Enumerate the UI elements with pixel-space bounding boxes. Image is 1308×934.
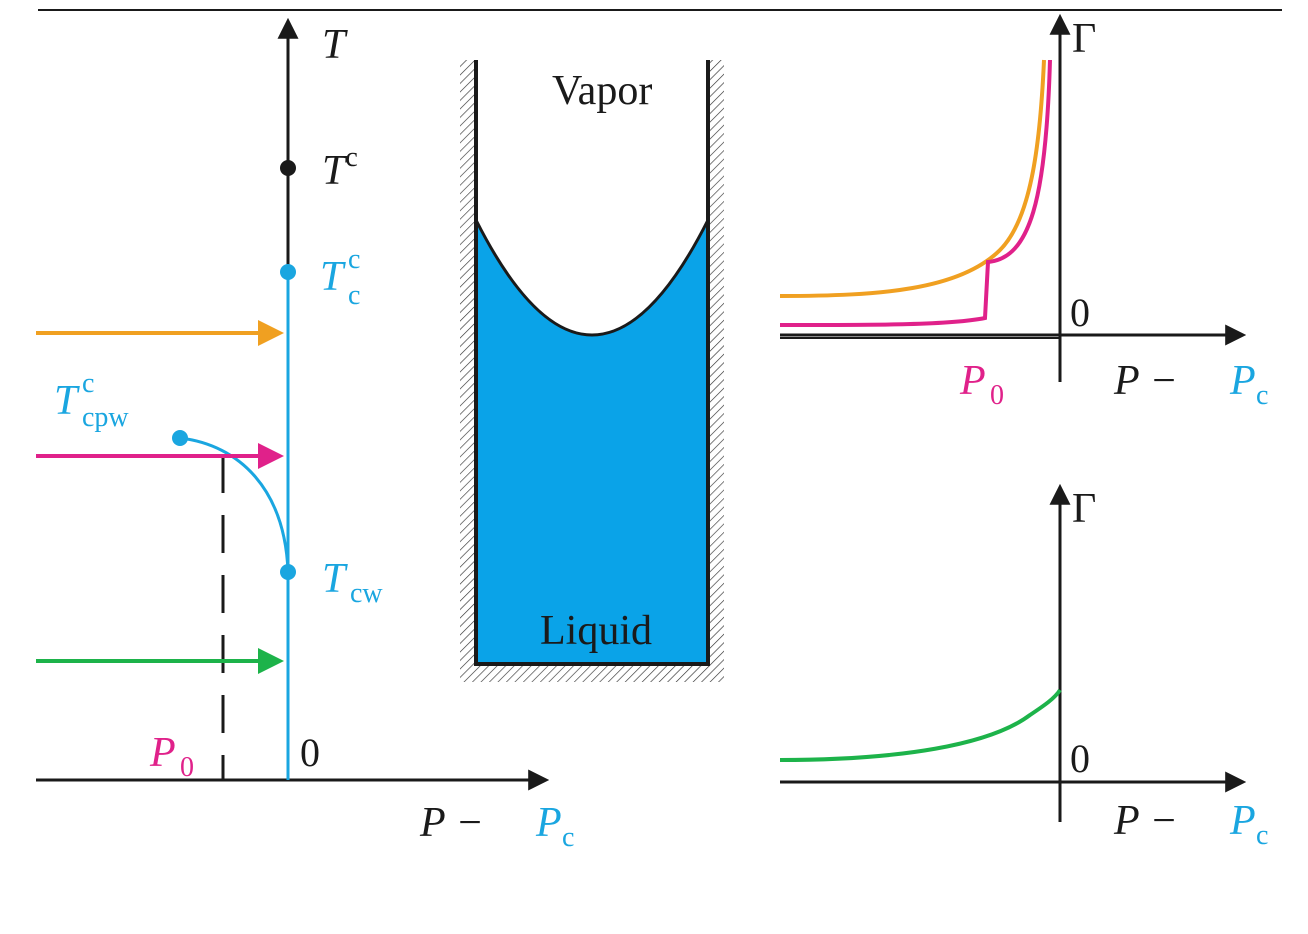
vapor-label: Vapor	[552, 68, 652, 114]
bottom-origin-label: 0	[1070, 736, 1090, 781]
capillary-walls	[474, 60, 710, 666]
svg-text:P: P	[535, 800, 562, 846]
liquid-region	[476, 220, 708, 664]
svg-text:P: P	[1229, 798, 1256, 844]
svg-text:P: P	[149, 730, 176, 776]
svg-text:c: c	[82, 368, 94, 399]
svg-text:0: 0	[990, 380, 1004, 411]
svg-text:P: P	[959, 358, 986, 404]
prewetting-critical-label: T c cpw	[54, 368, 129, 433]
svg-text:c: c	[348, 244, 360, 275]
prewetting-critical-point	[172, 430, 188, 446]
bottom-adsorption-plot: Γ 0 P − P c	[779, 483, 1268, 851]
bulk-critical-point	[280, 160, 296, 176]
liquid-label: Liquid	[540, 608, 652, 654]
bottom-x-axis-label: P − P c	[1113, 798, 1268, 851]
bulk-critical-label: Tc	[322, 142, 358, 194]
svg-text:cw: cw	[350, 578, 383, 609]
green-adsorption-curve	[779, 688, 1062, 762]
p0-label: P 0	[149, 730, 194, 783]
top-x-axis-label: P − P c	[1113, 358, 1268, 411]
capillary-critical-point	[280, 264, 296, 280]
svg-text:P: P	[1229, 358, 1256, 404]
prewetting-curve	[179, 436, 290, 573]
phase-x-axis-label: P − P c	[419, 800, 574, 853]
capillary-critical-label: T c c	[320, 244, 360, 311]
svg-text:T: T	[320, 254, 346, 300]
right-wall-hatch	[708, 60, 724, 664]
magenta-path-arrow	[36, 443, 284, 469]
orange-adsorption-curve	[779, 59, 1046, 298]
magenta-adsorption-curve	[779, 59, 1052, 327]
svg-text:P −: P −	[1113, 358, 1178, 404]
svg-text:c: c	[1256, 380, 1268, 411]
svg-text:T: T	[322, 556, 348, 602]
svg-text:c: c	[1256, 820, 1268, 851]
left-wall-hatch	[460, 60, 476, 664]
bottom-y-axis-label: Γ	[1072, 486, 1096, 532]
svg-text:T: T	[54, 378, 80, 424]
svg-text:c: c	[562, 822, 574, 853]
green-path-arrow	[36, 648, 284, 674]
top-adsorption-plot: Γ 0 P 0 P − P c	[779, 13, 1268, 411]
phase-origin-label: 0	[300, 730, 320, 775]
capillary-slit: Vapor Liquid	[460, 60, 724, 682]
svg-text:c: c	[348, 280, 360, 311]
svg-text:P −: P −	[419, 800, 484, 846]
wetting-temperature-point	[280, 564, 296, 580]
wetting-temperature-label: T cw	[322, 556, 383, 609]
svg-text:P −: P −	[1113, 798, 1178, 844]
svg-text:0: 0	[180, 752, 194, 783]
orange-path-arrow	[36, 320, 284, 346]
meniscus	[474, 219, 710, 337]
top-p0-label: P 0	[959, 358, 1004, 411]
svg-text:cpw: cpw	[82, 402, 129, 433]
bottom-wall-hatch	[460, 664, 724, 682]
t-axis-label: T	[322, 22, 348, 68]
phase-diagram: T Tc T c c T c cpw T cw P 0 0 P − P c	[36, 17, 574, 853]
top-y-axis-label: Γ	[1072, 16, 1096, 62]
top-origin-label: 0	[1070, 290, 1090, 335]
